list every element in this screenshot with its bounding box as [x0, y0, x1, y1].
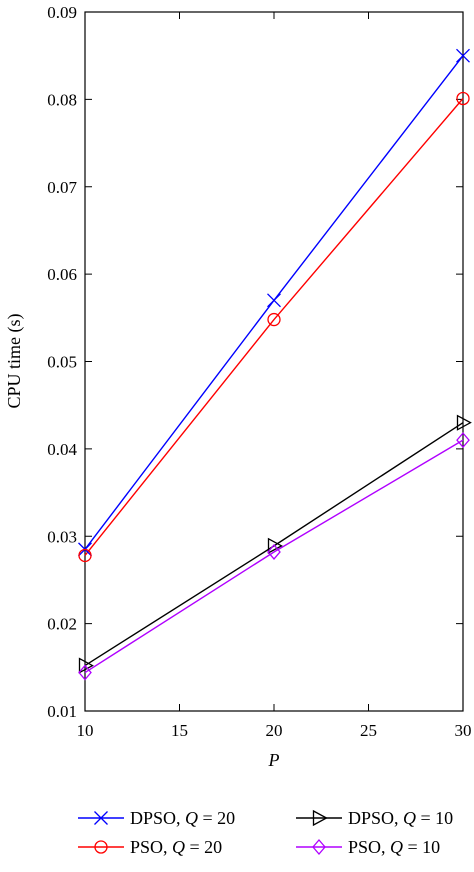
legend-label: PSO, Q = 20 [130, 837, 222, 857]
legend-marker [94, 811, 108, 825]
legend-label-variable: Q [390, 837, 403, 857]
legend-label-suffix: = 20 [185, 837, 222, 857]
x-tick-label: 10 [77, 721, 94, 740]
y-tick-label: 0.02 [47, 615, 77, 634]
legend-label-variable: Q [172, 837, 185, 857]
legend-label-suffix: = 10 [416, 808, 453, 828]
y-tick-label: 0.09 [47, 3, 77, 22]
series-line [84, 439, 464, 674]
series-layer [78, 48, 472, 681]
x-tick-label: 15 [171, 721, 188, 740]
data-point [78, 664, 92, 681]
legend-marker [312, 839, 326, 855]
legend-label: DPSO, Q = 20 [130, 808, 235, 828]
data-point [456, 432, 470, 449]
legend-label: PSO, Q = 10 [348, 837, 440, 857]
y-tick-label: 0.03 [47, 527, 77, 546]
y-axis-label: CPU time (s) [4, 313, 25, 408]
data-point [78, 657, 94, 674]
legend-label-prefix: DPSO, [348, 808, 403, 828]
y-tick-label: 0.08 [47, 90, 77, 109]
x-axis-label: P [268, 750, 280, 770]
legend-label-variable: Q [403, 808, 416, 828]
x-tick-label: 30 [455, 721, 472, 740]
legend-label-variable: Q [185, 808, 198, 828]
data-point [456, 48, 470, 63]
legend-label-suffix: = 10 [403, 837, 440, 857]
legend-marker [312, 809, 328, 827]
data-point [267, 537, 283, 554]
y-tick-label: 0.04 [47, 440, 77, 459]
x-tick-label: 25 [360, 721, 377, 740]
y-tick-label: 0.01 [47, 702, 77, 721]
data-point [267, 543, 281, 560]
y-tick-label: 0.07 [47, 178, 77, 197]
legend-marker [94, 840, 108, 854]
data-point [456, 414, 472, 431]
series-line [84, 55, 464, 550]
x-tick-label: 20 [266, 721, 283, 740]
data-point [456, 91, 470, 106]
legend-label: DPSO, Q = 10 [348, 808, 453, 828]
series-line [84, 98, 464, 556]
legend-label-suffix: = 20 [198, 808, 235, 828]
ticks-layer: 0.01 0.02 0.03 0.04 0.05 0.06 0.07 0.08 0.09 10 15… [47, 3, 471, 740]
plot-area [84, 11, 464, 712]
legend-label-prefix: PSO, [348, 837, 390, 857]
data-point [267, 312, 281, 327]
legend-label-prefix: DPSO, [130, 808, 185, 828]
data-point [267, 293, 281, 308]
legend-label-prefix: PSO, [130, 837, 172, 857]
y-tick-label: 0.06 [47, 265, 77, 284]
y-tick-label: 0.05 [47, 353, 77, 372]
data-point [78, 548, 92, 563]
